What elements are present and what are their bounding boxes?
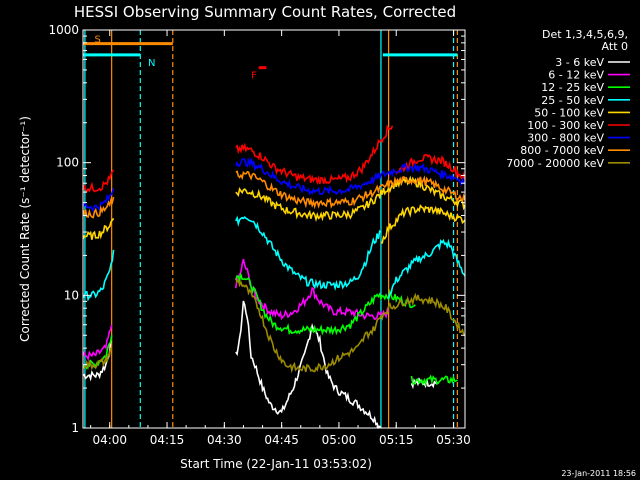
series-line-4-segment-3 (387, 238, 466, 299)
flag-label-n: N (148, 58, 155, 69)
series-line-4-segment-1 (82, 249, 115, 302)
y-tick-label-2: 10 (64, 288, 79, 302)
x-tick-label-3: 04:30 (207, 433, 242, 447)
series-line-7-segment-1 (82, 188, 115, 213)
legend-label-6: 100 - 300 keV (527, 119, 604, 132)
x-tick-label-2: 04:15 (150, 433, 185, 447)
x-tick-label-6: 05:15 (379, 433, 414, 447)
legend-label-3: 12 - 25 keV (541, 81, 604, 94)
legend-label-9: 7000 - 20000 keV (506, 157, 604, 170)
y-axis-label: Corrected Count Rate (s⁻¹ detector⁻¹) (18, 116, 32, 342)
series-line-6-segment-2 (235, 124, 394, 186)
series-line-8-segment-2 (235, 170, 466, 210)
series-line-2-segment-2 (235, 259, 390, 321)
legend-label-5: 50 - 100 keV (534, 106, 604, 119)
legend-label-2: 6 - 12 keV (548, 69, 604, 82)
series-line-1-segment-2 (235, 300, 382, 430)
legend-label-7: 300 - 800 keV (527, 132, 604, 145)
flag-label-s: S (94, 35, 100, 46)
series-line-5-segment-1 (82, 217, 115, 240)
series-line-3-segment-2 (235, 272, 416, 336)
legend-label-8: 800 - 7000 keV (520, 144, 604, 157)
series-line-3-segment-3 (410, 374, 458, 387)
legend-header-line-2: Att 0 (602, 40, 628, 53)
x-tick-label-7: 05:30 (436, 433, 471, 447)
flag-label-f: F (251, 71, 257, 82)
y-tick-label-3: 100 (56, 156, 79, 170)
plot-area: S N F (82, 30, 466, 430)
series-line-7-segment-2 (235, 156, 466, 196)
y-tick-label-4: 1000 (48, 23, 79, 37)
x-tick-label-4: 04:45 (264, 433, 299, 447)
series-line-2-segment-1 (82, 324, 113, 362)
x-tick-label-5: 05:00 (322, 433, 357, 447)
series-line-5-segment-3 (380, 204, 466, 244)
y-tick-label-1: 1 (71, 421, 79, 435)
series-line-9-segment-1 (82, 347, 113, 371)
plot-frame (82, 29, 466, 429)
series-line-6-segment-1 (82, 169, 115, 194)
series-line-4-segment-2 (235, 215, 382, 292)
y-axis: 1 10 100 1000 (48, 23, 465, 435)
series-line-9-segment-2 (235, 278, 466, 374)
legend-label-1: 3 - 6 keV (555, 56, 604, 69)
chart-title: HESSI Observing Summary Count Rates, Cor… (74, 3, 456, 21)
series-line-5-segment-2 (235, 175, 466, 223)
x-axis: 04:00 04:15 04:30 04:45 05:00 05:15 05:30 (90, 30, 471, 447)
legend-label-4: 25 - 50 keV (541, 94, 604, 107)
series-line-6-segment-3 (395, 153, 466, 182)
x-tick-label-1: 04:00 (92, 433, 127, 447)
series-line-8-segment-1 (82, 196, 115, 219)
legend-header-line-1: Det 1,3,4,5,6,9, (542, 28, 628, 41)
x-axis-label: Start Time (22-Jan-11 03:53:02) (180, 457, 372, 471)
date-stamp: 23-Jan-2011 18:56 (561, 469, 636, 478)
